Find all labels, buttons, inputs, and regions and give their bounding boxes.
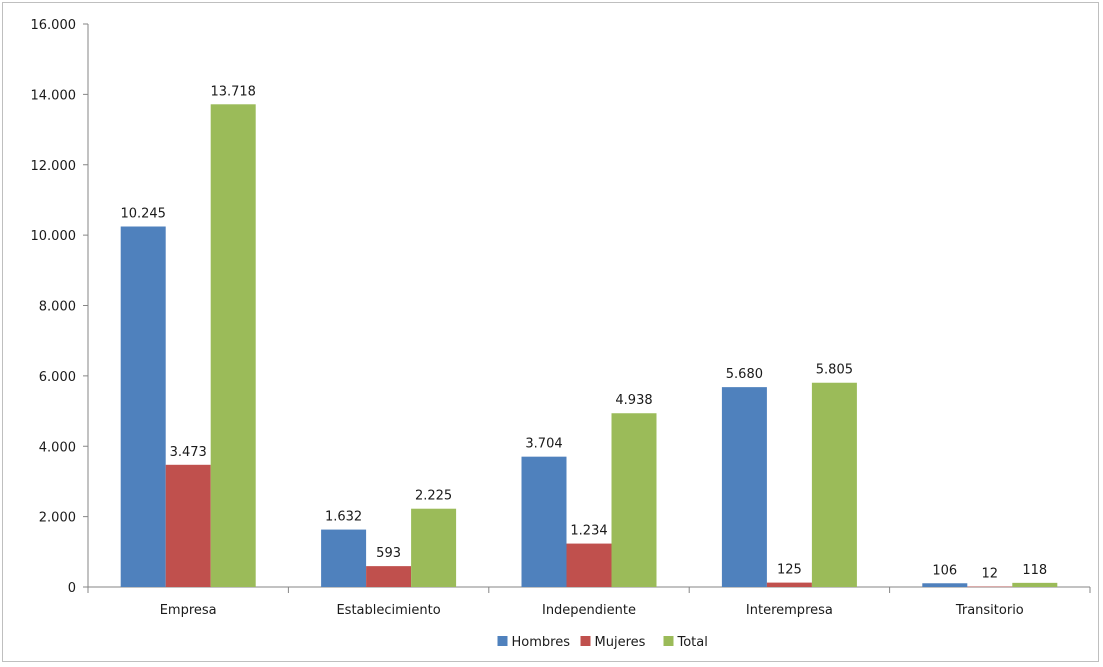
y-axis: 0 2.000 4.000 6.000 8.000 10.000 12.000 14.000 1… bbox=[31, 18, 89, 596]
data-label: 593 bbox=[376, 546, 401, 561]
x-axis: Empresa Establecimiento Independiente Inter… bbox=[87, 586, 1091, 618]
bar-hombres bbox=[922, 583, 968, 587]
bar-hombres bbox=[321, 529, 367, 587]
data-label: 12 bbox=[982, 567, 999, 582]
bar-mujeres bbox=[967, 586, 1013, 588]
legend-label: Mujeres bbox=[595, 635, 646, 650]
data-label: 13.718 bbox=[210, 84, 256, 99]
x-category-label: Independiente bbox=[542, 603, 636, 618]
data-label: 1.234 bbox=[570, 524, 607, 539]
y-tick-label: 6.000 bbox=[39, 370, 76, 385]
bar-hombres bbox=[521, 456, 567, 587]
data-labels: 10.245 3.473 13.718 1.632 593 2.225 3.704 1.234… bbox=[120, 84, 1047, 581]
bar-mujeres bbox=[566, 543, 612, 587]
legend-label: Total bbox=[677, 635, 708, 650]
data-label: 2.225 bbox=[415, 489, 452, 504]
data-label: 1.632 bbox=[325, 510, 362, 525]
bar-total bbox=[411, 508, 457, 587]
data-label: 3.704 bbox=[525, 437, 562, 452]
bar-hombres bbox=[120, 226, 166, 587]
data-label: 5.680 bbox=[726, 367, 763, 382]
data-label: 10.245 bbox=[120, 207, 166, 222]
bar-hombres bbox=[721, 387, 767, 587]
data-label: 3.473 bbox=[170, 445, 207, 460]
data-label: 5.805 bbox=[816, 363, 853, 378]
y-tick-label: 16.000 bbox=[31, 18, 77, 33]
legend: Hombres Mujeres Total bbox=[497, 635, 708, 650]
bar-total bbox=[611, 413, 657, 587]
x-category-label: Interempresa bbox=[746, 603, 833, 618]
legend-swatch-mujeres bbox=[580, 636, 591, 646]
bar-total bbox=[1012, 582, 1058, 587]
y-tick-label: 12.000 bbox=[31, 159, 77, 174]
x-category-label: Empresa bbox=[160, 603, 217, 618]
bar-mujeres bbox=[766, 582, 812, 587]
bar-total bbox=[811, 382, 857, 587]
data-label: 125 bbox=[777, 563, 802, 578]
bar-mujeres bbox=[366, 566, 412, 587]
y-tick-label: 2.000 bbox=[39, 511, 76, 526]
data-label: 106 bbox=[932, 563, 957, 578]
legend-swatch-hombres bbox=[497, 636, 508, 646]
data-label: 4.938 bbox=[615, 393, 652, 408]
y-tick-label: 4.000 bbox=[39, 440, 76, 455]
y-tick-label: 0 bbox=[68, 581, 76, 596]
bar-total bbox=[210, 104, 256, 587]
legend-label: Hombres bbox=[512, 635, 571, 650]
y-tick-label: 8.000 bbox=[39, 300, 76, 315]
y-tick-label: 10.000 bbox=[31, 229, 77, 244]
y-tick-label: 14.000 bbox=[31, 88, 77, 103]
bars bbox=[120, 104, 1058, 588]
x-category-label: Transitorio bbox=[955, 603, 1024, 618]
data-label: 118 bbox=[1022, 563, 1047, 578]
x-category-label: Establecimiento bbox=[336, 603, 440, 618]
legend-swatch-total bbox=[663, 636, 674, 646]
bar-mujeres bbox=[165, 464, 211, 587]
